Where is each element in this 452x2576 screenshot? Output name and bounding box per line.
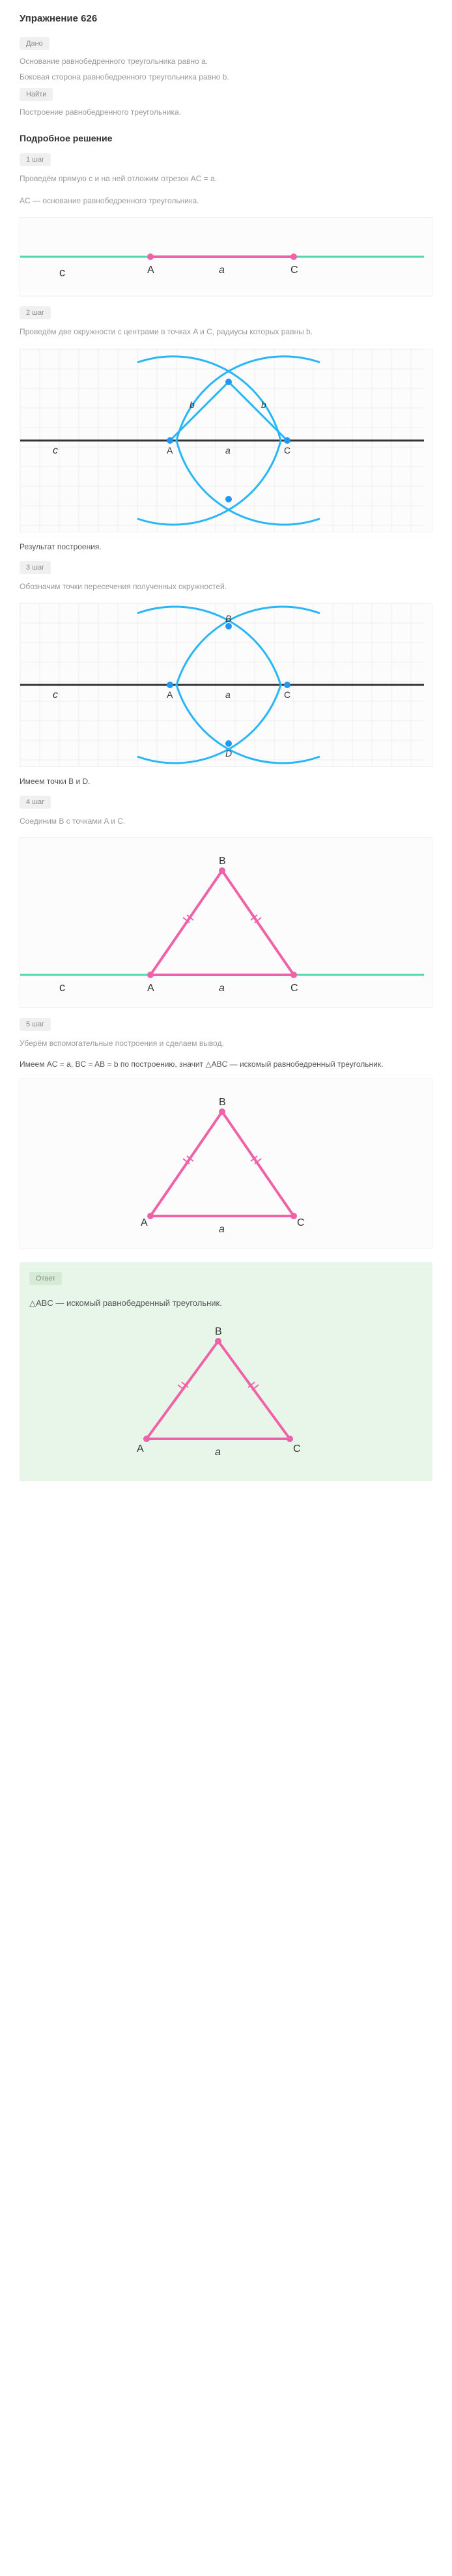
point-a-ans xyxy=(143,1436,150,1442)
label-a-ans: A xyxy=(137,1443,144,1454)
point-a-5 xyxy=(147,1213,154,1219)
figure-answer-svg: A C a B xyxy=(29,1315,394,1471)
given-line-1: Основание равнобедренного треугольника р… xyxy=(20,57,432,66)
point-b-3 xyxy=(225,623,232,630)
point-c xyxy=(290,253,297,260)
label-a-seg: a xyxy=(219,265,225,276)
step4-badge: 4 шаг xyxy=(20,796,51,809)
label-a: A xyxy=(147,265,154,276)
point-a-4 xyxy=(147,972,154,978)
point-c-ans xyxy=(287,1436,293,1442)
figure-step2: c A C a b b xyxy=(20,349,432,532)
label-c-3: C xyxy=(284,689,290,700)
side-ab-5 xyxy=(150,1112,222,1216)
figure-step4: c A C a B xyxy=(20,837,432,1008)
figure-step3: c A C a B D xyxy=(20,603,432,767)
label-a-5: A xyxy=(141,1217,148,1228)
label-a-seg-ans: a xyxy=(215,1447,221,1458)
step4-text: Соединим B с точками A и C. xyxy=(20,815,432,828)
step3-badge: 3 шаг xyxy=(20,561,51,574)
answer-block: Ответ △ABC — искомый равнобедренный треу… xyxy=(20,1262,432,1481)
label-b-3: B xyxy=(225,613,231,624)
label-c-4: C xyxy=(290,983,298,994)
label-a-seg-3: a xyxy=(225,689,231,700)
step5-conclusion: Имеем AC = a, BC = AB = b по построению,… xyxy=(20,1060,432,1069)
find-text: Построение равнобедренного треугольника. xyxy=(20,108,432,117)
side-bc-ans xyxy=(218,1341,290,1439)
step2-badge: 2 шаг xyxy=(20,306,51,319)
point-a-3 xyxy=(167,682,173,688)
label-a-seg-5: a xyxy=(219,1224,225,1235)
side-bc xyxy=(222,871,294,975)
label-c-point: C xyxy=(290,265,298,276)
step1-badge: 1 шаг xyxy=(20,153,51,166)
answer-text: △ABC — искомый равнобедренный треугольни… xyxy=(29,1298,423,1309)
step2-result: Результат построения. xyxy=(20,542,432,551)
point-b-4 xyxy=(219,867,225,874)
point-c-2 xyxy=(284,437,290,444)
label-c-line-4: c xyxy=(59,981,65,994)
label-b-5: B xyxy=(219,1097,226,1108)
step3-text: Обозначим точки пересечения полученных о… xyxy=(20,581,432,593)
figure-step3-svg: c A C a B D xyxy=(20,603,424,766)
point-c-4 xyxy=(290,972,297,978)
side-ab-ans xyxy=(147,1341,218,1439)
step5-text: Уберём вспомогательные построения и сдел… xyxy=(20,1037,432,1050)
figure-step1-svg: c A C a xyxy=(20,218,424,296)
point-c-5 xyxy=(290,1213,297,1219)
label-a-4: A xyxy=(147,983,154,994)
step1-text2: AC — основание равнобедренного треугольн… xyxy=(20,195,432,207)
solution-title: Подробное решение xyxy=(20,133,432,143)
step5-badge: 5 шаг xyxy=(20,1018,51,1031)
label-c-line-3: c xyxy=(53,689,58,701)
answer-badge: Ответ xyxy=(29,1272,62,1285)
find-badge: Найти xyxy=(20,88,53,101)
figure-step5: A C a B xyxy=(20,1078,432,1249)
exercise-title: Упражнение 626 xyxy=(20,13,432,24)
figure-step1: c A C a xyxy=(20,217,432,297)
step1-text1: Проведём прямую c и на ней отложим отрез… xyxy=(20,173,432,185)
label-a-3: A xyxy=(167,689,173,700)
label-d-3: D xyxy=(225,748,232,759)
point-b-5 xyxy=(219,1108,225,1115)
side-bc-5 xyxy=(222,1112,294,1216)
point-a-2 xyxy=(167,437,173,444)
label-c-line: c xyxy=(59,266,65,279)
label-b-ans: B xyxy=(215,1326,222,1337)
point-c-3 xyxy=(284,682,290,688)
label-c-ans: C xyxy=(293,1443,301,1454)
label-a-seg-2: a xyxy=(225,445,231,456)
side-ab xyxy=(150,871,222,975)
label-c-line-2: c xyxy=(53,445,58,456)
label-c-5: C xyxy=(297,1217,305,1228)
point-bot-2 xyxy=(225,496,232,502)
label-b-4: B xyxy=(219,856,226,867)
label-b-right: b xyxy=(261,399,266,410)
point-top-2 xyxy=(225,379,232,385)
point-a xyxy=(147,253,154,260)
given-line-2: Боковая сторона равнобедренного треуголь… xyxy=(20,72,432,81)
label-a-2: A xyxy=(167,445,173,456)
step3-result: Имеем точки B и D. xyxy=(20,777,432,786)
figure-step5-svg: A C a B xyxy=(20,1079,424,1249)
label-c-2: C xyxy=(284,445,290,456)
figure-step2-svg: c A C a b b xyxy=(20,349,424,532)
given-badge: Дано xyxy=(20,37,49,50)
point-d-3 xyxy=(225,740,232,747)
figure-step4-svg: c A C a B xyxy=(20,838,424,1007)
label-b-left: b xyxy=(190,399,195,410)
step2-text: Проведём две окружности с центрами в точ… xyxy=(20,326,432,338)
label-a-seg-4: a xyxy=(219,983,225,994)
point-b-ans xyxy=(215,1338,221,1344)
